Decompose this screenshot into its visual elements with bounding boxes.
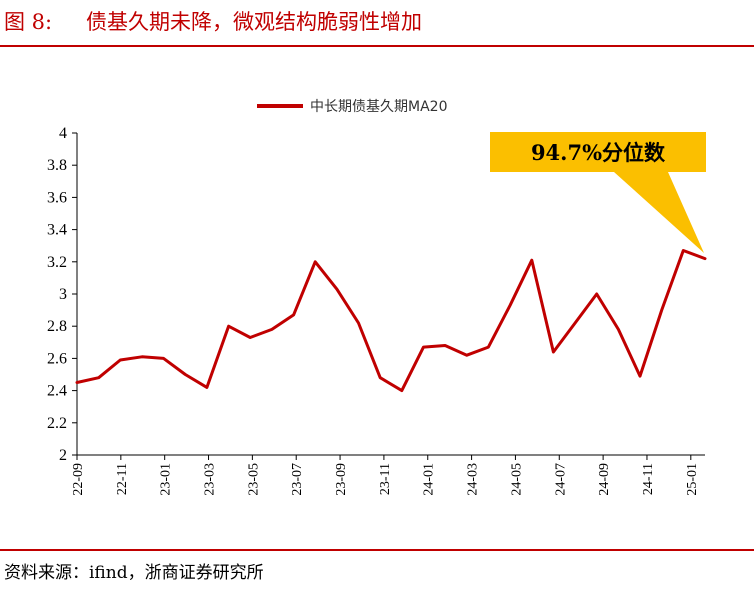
callout-label: 94.7%分位数 — [531, 140, 666, 165]
series-line — [75, 249, 707, 393]
x-tick-label: 24-11 — [641, 463, 656, 495]
y-tick-label: 2.2 — [47, 415, 67, 432]
figure-title-text: 债基久期未降，微观结构脆弱性增加 — [86, 10, 422, 34]
x-tick-label: 23-03 — [203, 463, 218, 496]
x-tick-label: 23-09 — [334, 463, 349, 496]
x-tick-label: 24-07 — [553, 463, 568, 496]
x-tick-label: 22-11 — [115, 463, 130, 495]
x-tick-labels: 22-09 22-11 23-01 23-03 23-05 23-07 23-09 23-11… — [71, 463, 700, 496]
y-tick-label: 3.6 — [47, 189, 67, 206]
y-tick-label: 4 — [59, 125, 67, 142]
figure-title: 图 8: 债基久期未降，微观结构脆弱性增加 — [4, 4, 750, 40]
y-tick-label: 3.2 — [47, 254, 67, 271]
y-tick-label: 2 — [59, 447, 67, 464]
x-tick-label: 24-05 — [509, 463, 524, 496]
legend: 中长期债基久期MA20 — [257, 98, 447, 115]
y-tick-labels: 2 2.2 2.4 2.6 2.8 3 3.2 3.4 3.6 3.8 4 — [47, 125, 67, 464]
chart-axes — [72, 132, 705, 460]
bottom-divider — [0, 549, 754, 551]
y-tick-label: 2.4 — [47, 383, 67, 400]
callout-shape — [490, 132, 706, 253]
x-tick-label: 22-09 — [71, 463, 86, 496]
chart-area: 2 2.2 2.4 2.6 2.8 3 3.2 3.4 3.6 3.8 4 22-09 22-11 23… — [47, 98, 707, 496]
x-tick-label: 23-07 — [290, 463, 305, 496]
x-tick-label: 23-01 — [159, 463, 174, 496]
y-tick-label: 3.4 — [47, 222, 67, 239]
x-tick-label: 24-01 — [422, 463, 437, 496]
source-note: 资料来源：ifind，浙商证券研究所 — [4, 563, 264, 583]
top-divider — [0, 45, 754, 47]
figure-number: 图 8: — [4, 10, 53, 34]
x-tick-label: 24-03 — [466, 463, 481, 496]
y-tick-label: 2.6 — [47, 350, 67, 367]
y-tick-label: 3 — [59, 286, 67, 303]
callout: 94.7%分位数 — [490, 132, 706, 253]
legend-label: 中长期债基久期MA20 — [310, 98, 447, 115]
x-tick-label: 25-01 — [685, 463, 700, 496]
x-tick-label: 24-09 — [597, 463, 612, 496]
y-tick-label: 3.8 — [47, 157, 67, 174]
x-tick-label: 23-11 — [378, 463, 393, 495]
x-tick-label: 23-05 — [246, 463, 261, 496]
series-lines — [75, 249, 707, 393]
y-tick-label: 2.8 — [47, 318, 67, 335]
